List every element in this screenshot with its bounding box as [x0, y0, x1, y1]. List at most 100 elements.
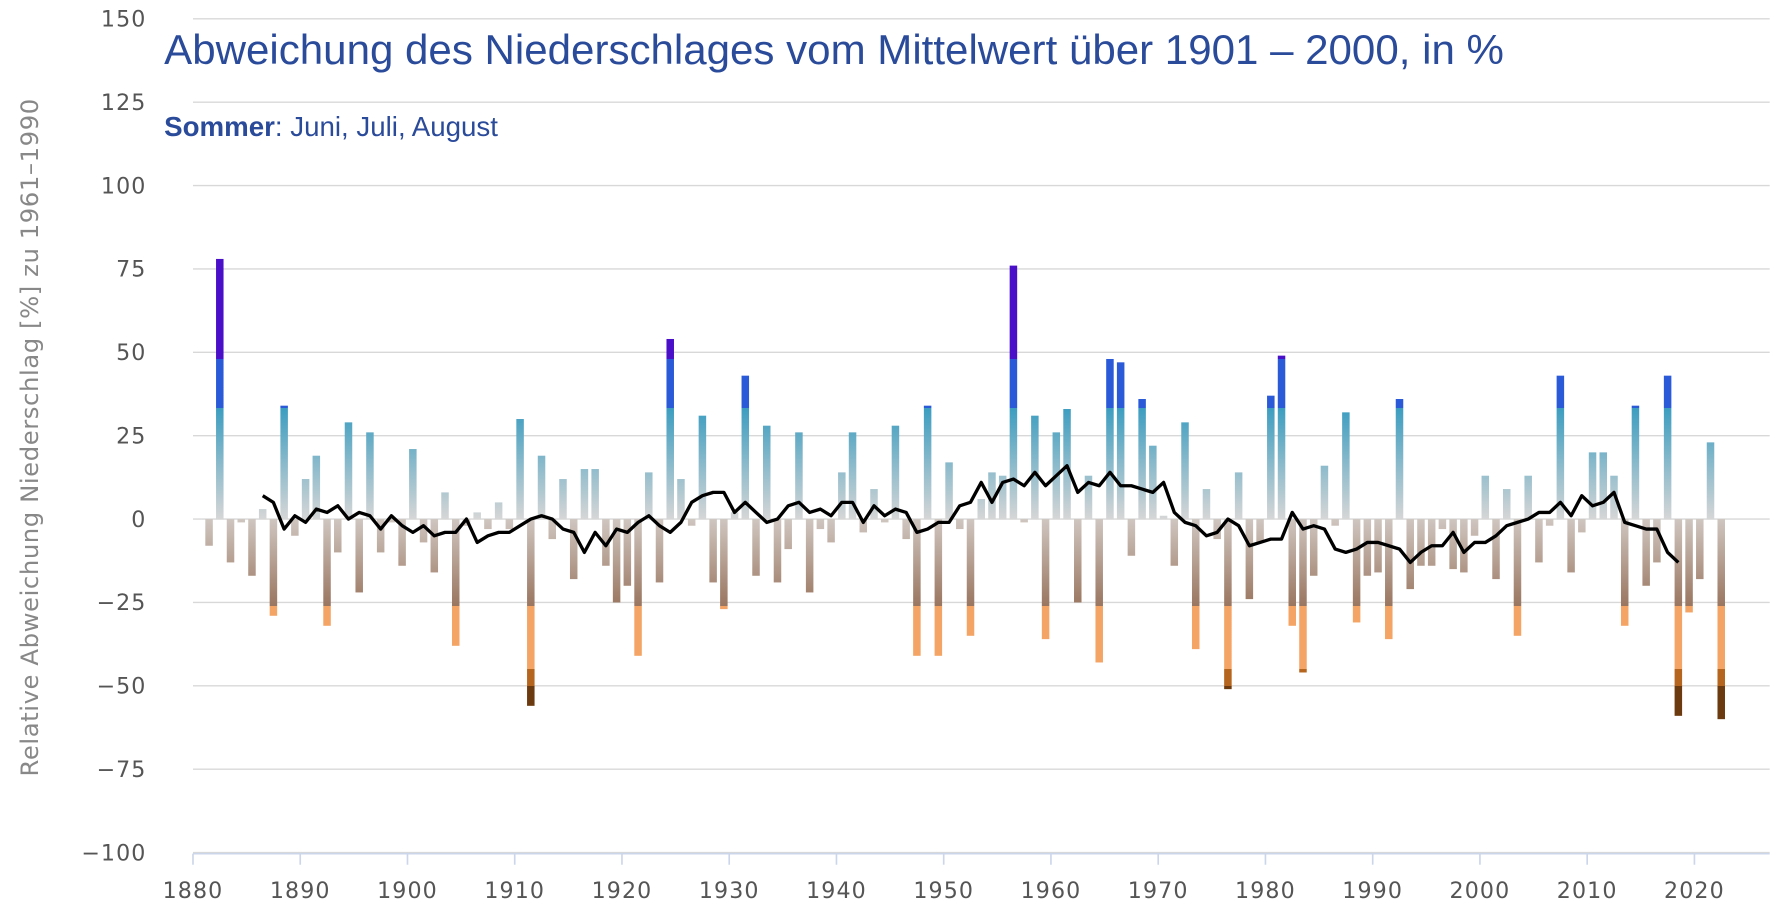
bar — [805, 519, 814, 593]
bar — [945, 462, 953, 520]
bar — [966, 519, 975, 636]
bar — [1127, 519, 1136, 556]
bar — [1116, 362, 1125, 520]
bar — [913, 519, 921, 656]
bar — [902, 519, 910, 540]
bar — [923, 405, 932, 520]
bar — [784, 519, 792, 550]
bar — [1352, 519, 1361, 623]
x-tick-label: 1880 — [163, 878, 224, 904]
bar — [677, 479, 685, 520]
bar — [1513, 519, 1522, 636]
bar — [612, 519, 621, 603]
bar — [838, 472, 846, 520]
bar — [988, 472, 996, 520]
bar — [1256, 519, 1264, 543]
bar — [1610, 475, 1618, 520]
bar — [1449, 519, 1457, 570]
axes: −100 −75 −50 −25 0 25 50 75 100 125 150 1880 1890 190… — [81, 7, 1770, 904]
bar — [1588, 452, 1597, 520]
bar — [1084, 475, 1093, 520]
bar — [1674, 519, 1683, 716]
bar — [1578, 519, 1586, 533]
y-tick-label: −25 — [96, 590, 146, 616]
bar — [827, 519, 835, 543]
bar — [795, 432, 803, 520]
x-tick-label: 1980 — [1235, 878, 1296, 904]
grid — [192, 18, 1770, 854]
x-tick-label: 1910 — [484, 878, 545, 904]
bar — [312, 455, 321, 520]
bar — [269, 519, 278, 616]
bar — [762, 425, 771, 520]
x-tick-label: 1970 — [1128, 878, 1189, 904]
bar — [1331, 519, 1339, 526]
bar — [1309, 519, 1318, 576]
bar — [1202, 489, 1211, 520]
bar — [1631, 405, 1640, 520]
bar — [602, 519, 610, 566]
bar — [248, 519, 256, 576]
bar — [1642, 519, 1650, 586]
bar — [441, 492, 449, 520]
bar — [484, 519, 492, 530]
bar — [1234, 472, 1243, 520]
bar — [527, 519, 535, 706]
bar — [891, 425, 900, 520]
bar — [451, 519, 460, 646]
bar — [1524, 475, 1532, 520]
x-tick-label: 1960 — [1021, 878, 1082, 904]
bar — [291, 519, 299, 536]
bar — [591, 469, 599, 520]
bar — [559, 479, 567, 520]
bar — [1031, 415, 1039, 520]
bar — [323, 519, 331, 626]
bar — [880, 519, 889, 523]
bar — [1299, 519, 1307, 673]
bar — [1009, 265, 1018, 520]
bar — [1706, 442, 1715, 520]
bar — [1556, 375, 1565, 520]
bar — [1224, 519, 1232, 690]
bar — [1159, 515, 1168, 520]
x-tick-label: 1950 — [913, 878, 974, 904]
bar — [355, 519, 363, 593]
bar — [1535, 519, 1543, 563]
bar — [1213, 519, 1221, 540]
bar — [934, 519, 943, 656]
bar — [1170, 519, 1179, 566]
bars — [205, 258, 1725, 720]
y-tick-label: 100 — [101, 173, 147, 199]
bar — [1599, 452, 1608, 520]
bar — [580, 469, 589, 520]
bar — [848, 432, 857, 520]
bar — [237, 519, 245, 523]
y-axis-label: Relative Abweichung Niederschlag [%] zu … — [15, 98, 44, 776]
bar — [870, 489, 878, 520]
bar — [1567, 519, 1575, 573]
bar — [1460, 519, 1468, 573]
bar — [1245, 519, 1254, 600]
bar — [430, 519, 439, 573]
bar — [730, 512, 739, 520]
bar — [709, 519, 717, 583]
x-tick-label: 1900 — [377, 878, 438, 904]
x-tick-label: 1990 — [1342, 878, 1403, 904]
bar — [1095, 519, 1103, 663]
chart-subtitle: Sommer: Juni, Juli, August — [164, 111, 498, 142]
y-tick-label: 50 — [116, 340, 146, 366]
bar — [387, 519, 396, 523]
bar — [1406, 519, 1414, 590]
bar — [409, 449, 417, 520]
bar — [280, 405, 288, 520]
bar — [1320, 465, 1329, 520]
bar — [216, 258, 224, 520]
bar — [998, 475, 1007, 520]
bar — [1277, 355, 1286, 520]
chart-title: Abweichung des Niederschlages vom Mittel… — [164, 26, 1504, 73]
bar — [741, 375, 750, 520]
y-tick-label: 125 — [101, 90, 147, 116]
x-tick-label: 1890 — [270, 878, 331, 904]
